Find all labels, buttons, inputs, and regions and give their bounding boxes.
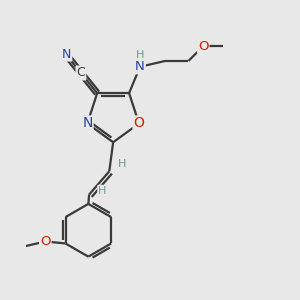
Text: O: O (40, 235, 51, 248)
Text: H: H (98, 186, 106, 196)
Text: O: O (134, 116, 144, 130)
Text: C: C (76, 67, 85, 80)
Text: O: O (198, 40, 208, 53)
Text: H: H (135, 50, 144, 60)
Text: N: N (82, 116, 92, 130)
Text: H: H (118, 159, 126, 169)
Text: N: N (62, 47, 71, 61)
Text: N: N (135, 60, 145, 73)
